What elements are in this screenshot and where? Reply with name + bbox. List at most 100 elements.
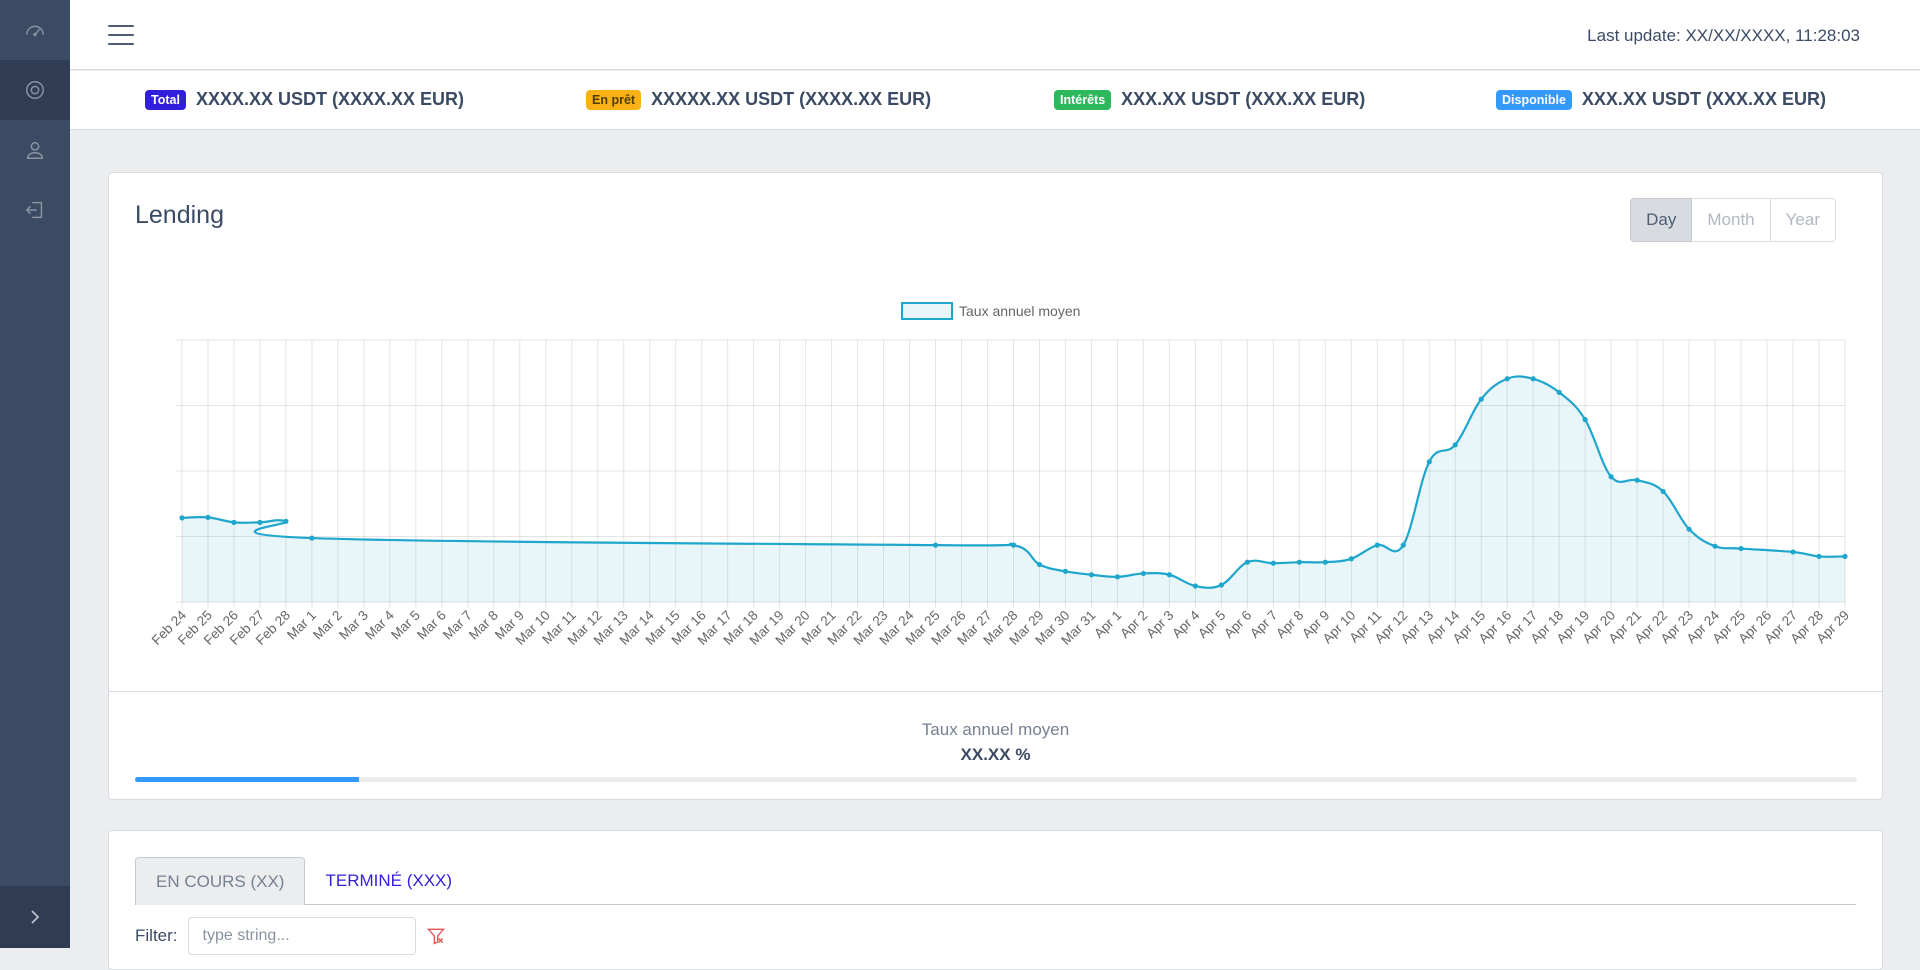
data-point[interactable]: [1635, 478, 1640, 483]
data-point[interactable]: [1427, 459, 1432, 464]
stat-interets: Intérêts XXX.XX USDT (XXX.XX EUR): [1054, 89, 1365, 110]
total-badge: Total: [145, 90, 186, 110]
chart-legend: Taux annuel moyen: [902, 303, 1080, 319]
data-point[interactable]: [1375, 543, 1380, 548]
disponible-eur: XXX.XX EUR: [1712, 89, 1820, 110]
data-point[interactable]: [1037, 562, 1042, 567]
speedometer-icon: [24, 19, 46, 41]
logout-icon: [24, 199, 46, 221]
rate-progress-bar: [135, 777, 359, 782]
period-year-button[interactable]: Year: [1771, 198, 1836, 242]
data-point[interactable]: [1453, 442, 1458, 447]
chevron-right-icon: [26, 908, 44, 926]
tab-termine[interactable]: TERMINÉ (XXX): [305, 857, 472, 905]
data-point[interactable]: [1167, 572, 1172, 577]
data-point[interactable]: [1609, 474, 1614, 479]
top-header: Last update: XX/XX/XXXX, 11:28:03: [70, 0, 1920, 70]
filter-row: Filter:: [135, 917, 446, 955]
paren-close: ): [925, 89, 931, 110]
data-point[interactable]: [1557, 390, 1562, 395]
data-point[interactable]: [1089, 572, 1094, 577]
interets-eur: XXX.XX EUR: [1251, 89, 1359, 110]
x-tick-label: Mar 8: [466, 608, 501, 643]
sidebar: [0, 0, 70, 948]
data-point[interactable]: [1401, 543, 1406, 548]
lending-footer: Taux annuel moyen XX.XX %: [109, 691, 1882, 799]
filter-label: Filter:: [135, 926, 178, 946]
x-tick-label: Apr 7: [1247, 608, 1280, 641]
balance-summary: Total XXXX.XX USDT (XXXX.XX EUR) En prêt…: [70, 71, 1920, 130]
x-tick-label: Mar 1: [284, 608, 319, 643]
x-tick-label: Mar 7: [440, 608, 475, 643]
data-point[interactable]: [1297, 560, 1302, 565]
nav-account[interactable]: [0, 120, 70, 180]
period-month-button[interactable]: Month: [1692, 198, 1770, 242]
data-point[interactable]: [1063, 569, 1068, 574]
data-point[interactable]: [309, 535, 314, 540]
average-rate-label: Taux annuel moyen: [109, 720, 1882, 740]
data-point[interactable]: [1816, 554, 1821, 559]
paren-close: ): [1359, 89, 1365, 110]
nav-lending[interactable]: [0, 60, 70, 120]
data-point[interactable]: [1686, 527, 1691, 532]
data-point[interactable]: [1842, 554, 1847, 559]
paren-close: ): [458, 89, 464, 110]
loans-tabs: EN COURS (XX) TERMINÉ (XXX): [135, 857, 1856, 905]
main-area: Last update: XX/XX/XXXX, 11:28:03 Total …: [70, 0, 1920, 948]
x-tick-label: Apr 4: [1169, 607, 1203, 641]
data-point[interactable]: [1738, 546, 1743, 551]
data-point[interactable]: [1505, 376, 1510, 381]
nav-logout[interactable]: [0, 180, 70, 240]
period-day-button[interactable]: Day: [1630, 198, 1692, 242]
x-tick-label: Mar 3: [336, 608, 371, 643]
data-point[interactable]: [1479, 397, 1484, 402]
data-point[interactable]: [1661, 489, 1666, 494]
disponible-badge: Disponible: [1496, 90, 1572, 110]
data-point[interactable]: [1349, 556, 1354, 561]
stat-en-pret: En prêt XXXXX.XX USDT (XXXX.XX EUR): [586, 89, 931, 110]
data-point[interactable]: [283, 519, 288, 524]
en-pret-amount: XXXXX.XX USDT (: [651, 89, 805, 110]
period-selector: Day Month Year: [1630, 198, 1836, 242]
x-tick-label: Mar 5: [388, 608, 423, 643]
x-tick-label: Apr 8: [1273, 608, 1306, 641]
data-point[interactable]: [257, 520, 262, 525]
data-point[interactable]: [1583, 417, 1588, 422]
data-point[interactable]: [1141, 571, 1146, 576]
en-pret-eur: XXXX.XX EUR: [805, 89, 925, 110]
last-update-text: Last update: XX/XX/XXXX, 11:28:03: [1587, 26, 1860, 46]
en-pret-badge: En prêt: [586, 90, 641, 110]
disponible-amount: XXX.XX USDT (: [1582, 89, 1712, 110]
data-point[interactable]: [179, 515, 184, 520]
x-tick-label: Apr 3: [1143, 608, 1176, 641]
data-point[interactable]: [1193, 583, 1198, 588]
filter-clear-icon[interactable]: [426, 926, 446, 946]
x-tick-label: Mar 6: [414, 608, 449, 643]
data-point[interactable]: [1531, 376, 1536, 381]
nav-dashboard[interactable]: [0, 0, 70, 60]
x-tick-label: Apr 2: [1117, 608, 1150, 641]
data-point[interactable]: [1271, 561, 1276, 566]
legend-swatch: [902, 303, 952, 319]
data-point[interactable]: [1245, 560, 1250, 565]
tab-en-cours[interactable]: EN COURS (XX): [135, 857, 305, 905]
data-point[interactable]: [1011, 543, 1016, 548]
data-point[interactable]: [933, 543, 938, 548]
menu-toggle-icon[interactable]: [108, 25, 134, 45]
data-point[interactable]: [231, 520, 236, 525]
data-point[interactable]: [1712, 544, 1717, 549]
stat-disponible: Disponible XXX.XX USDT (XXX.XX EUR): [1496, 89, 1826, 110]
user-icon: [24, 139, 46, 161]
filter-input[interactable]: [188, 917, 416, 955]
total-eur: XXXX.XX EUR: [338, 89, 458, 110]
legend-label: Taux annuel moyen: [959, 303, 1080, 319]
data-point[interactable]: [1790, 549, 1795, 554]
data-point[interactable]: [1115, 574, 1120, 579]
data-point[interactable]: [1219, 582, 1224, 587]
sidebar-minimizer[interactable]: [0, 886, 70, 948]
data-point[interactable]: [205, 515, 210, 520]
data-point[interactable]: [1323, 560, 1328, 565]
